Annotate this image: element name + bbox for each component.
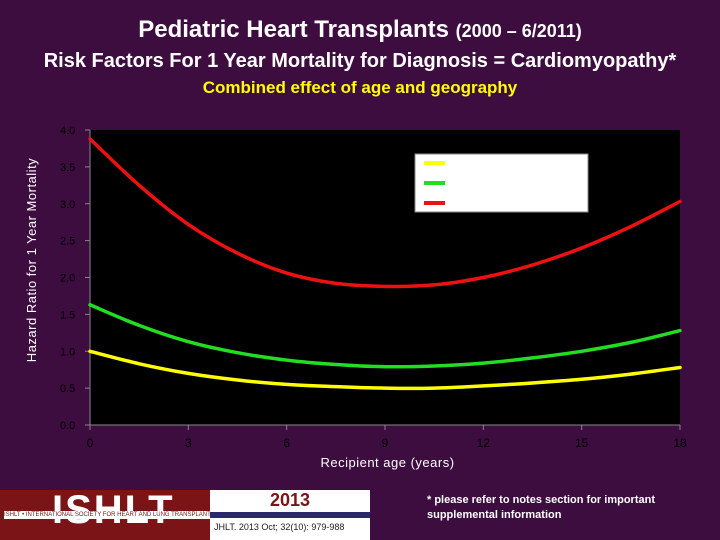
y-tick-label-1: 0.5 xyxy=(60,383,75,395)
x-tick-label-5: 15 xyxy=(575,436,589,450)
ishlt-logo: ISHLT ISHLT • INTERNATIONAL SOCIETY FOR … xyxy=(0,488,210,540)
journal-stripe xyxy=(210,512,370,518)
series-line-2 xyxy=(88,137,682,289)
x-tick-label-4: 12 xyxy=(477,436,491,450)
x-tick-label-0: 0 xyxy=(87,436,94,450)
journal-citation: JHLT. 2013 Oct; 32(10): 979-988 xyxy=(214,522,345,532)
title-main: Pediatric Heart Transplants xyxy=(138,16,449,43)
y-axis-label: Hazard Ratio for 1 Year Mortality xyxy=(24,157,39,363)
chart-title: Combined effect of age and geography xyxy=(202,78,518,97)
y-tick-label-7: 3.5 xyxy=(60,162,75,174)
y-tick-label-2: 1.0 xyxy=(60,346,75,358)
page-subtitle: Risk Factors For 1 Year Mortality for Di… xyxy=(43,50,677,72)
y-tick-label-3: 1.5 xyxy=(60,309,75,321)
title-years: (2000 – 6/2011) xyxy=(455,21,582,41)
logo-text: ISHLT xyxy=(52,488,175,532)
footnote: * please refer to notes section for impo… xyxy=(427,494,655,521)
x-tick-label-3: 9 xyxy=(382,436,389,450)
x-tick-label-6: 18 xyxy=(673,436,687,450)
y-tick-label-0: 0.0 xyxy=(60,420,75,432)
journal-badge: 2013 JHLT. 2013 Oct; 32(10): 979-988 xyxy=(210,490,370,540)
series-line-1 xyxy=(88,303,682,369)
x-tick-label-1: 3 xyxy=(185,436,192,450)
plot-area xyxy=(90,130,680,425)
y-tick-label-5: 2.5 xyxy=(60,236,75,248)
series-line-0 xyxy=(88,349,682,391)
y-tick-label-8: 4.0 xyxy=(60,125,75,137)
x-tick-label-2: 6 xyxy=(283,436,290,450)
journal-year: 2013 xyxy=(269,490,311,510)
y-tick-label-4: 2.0 xyxy=(60,273,75,285)
y-tick-label-6: 3.0 xyxy=(60,199,75,211)
logo-tagline: ISHLT • INTERNATIONAL SOCIETY FOR HEART … xyxy=(4,511,210,519)
page-title: Pediatric Heart Transplants (2000 – 6/20… xyxy=(0,16,720,44)
x-axis-label: Recipient age (years) xyxy=(320,455,455,470)
